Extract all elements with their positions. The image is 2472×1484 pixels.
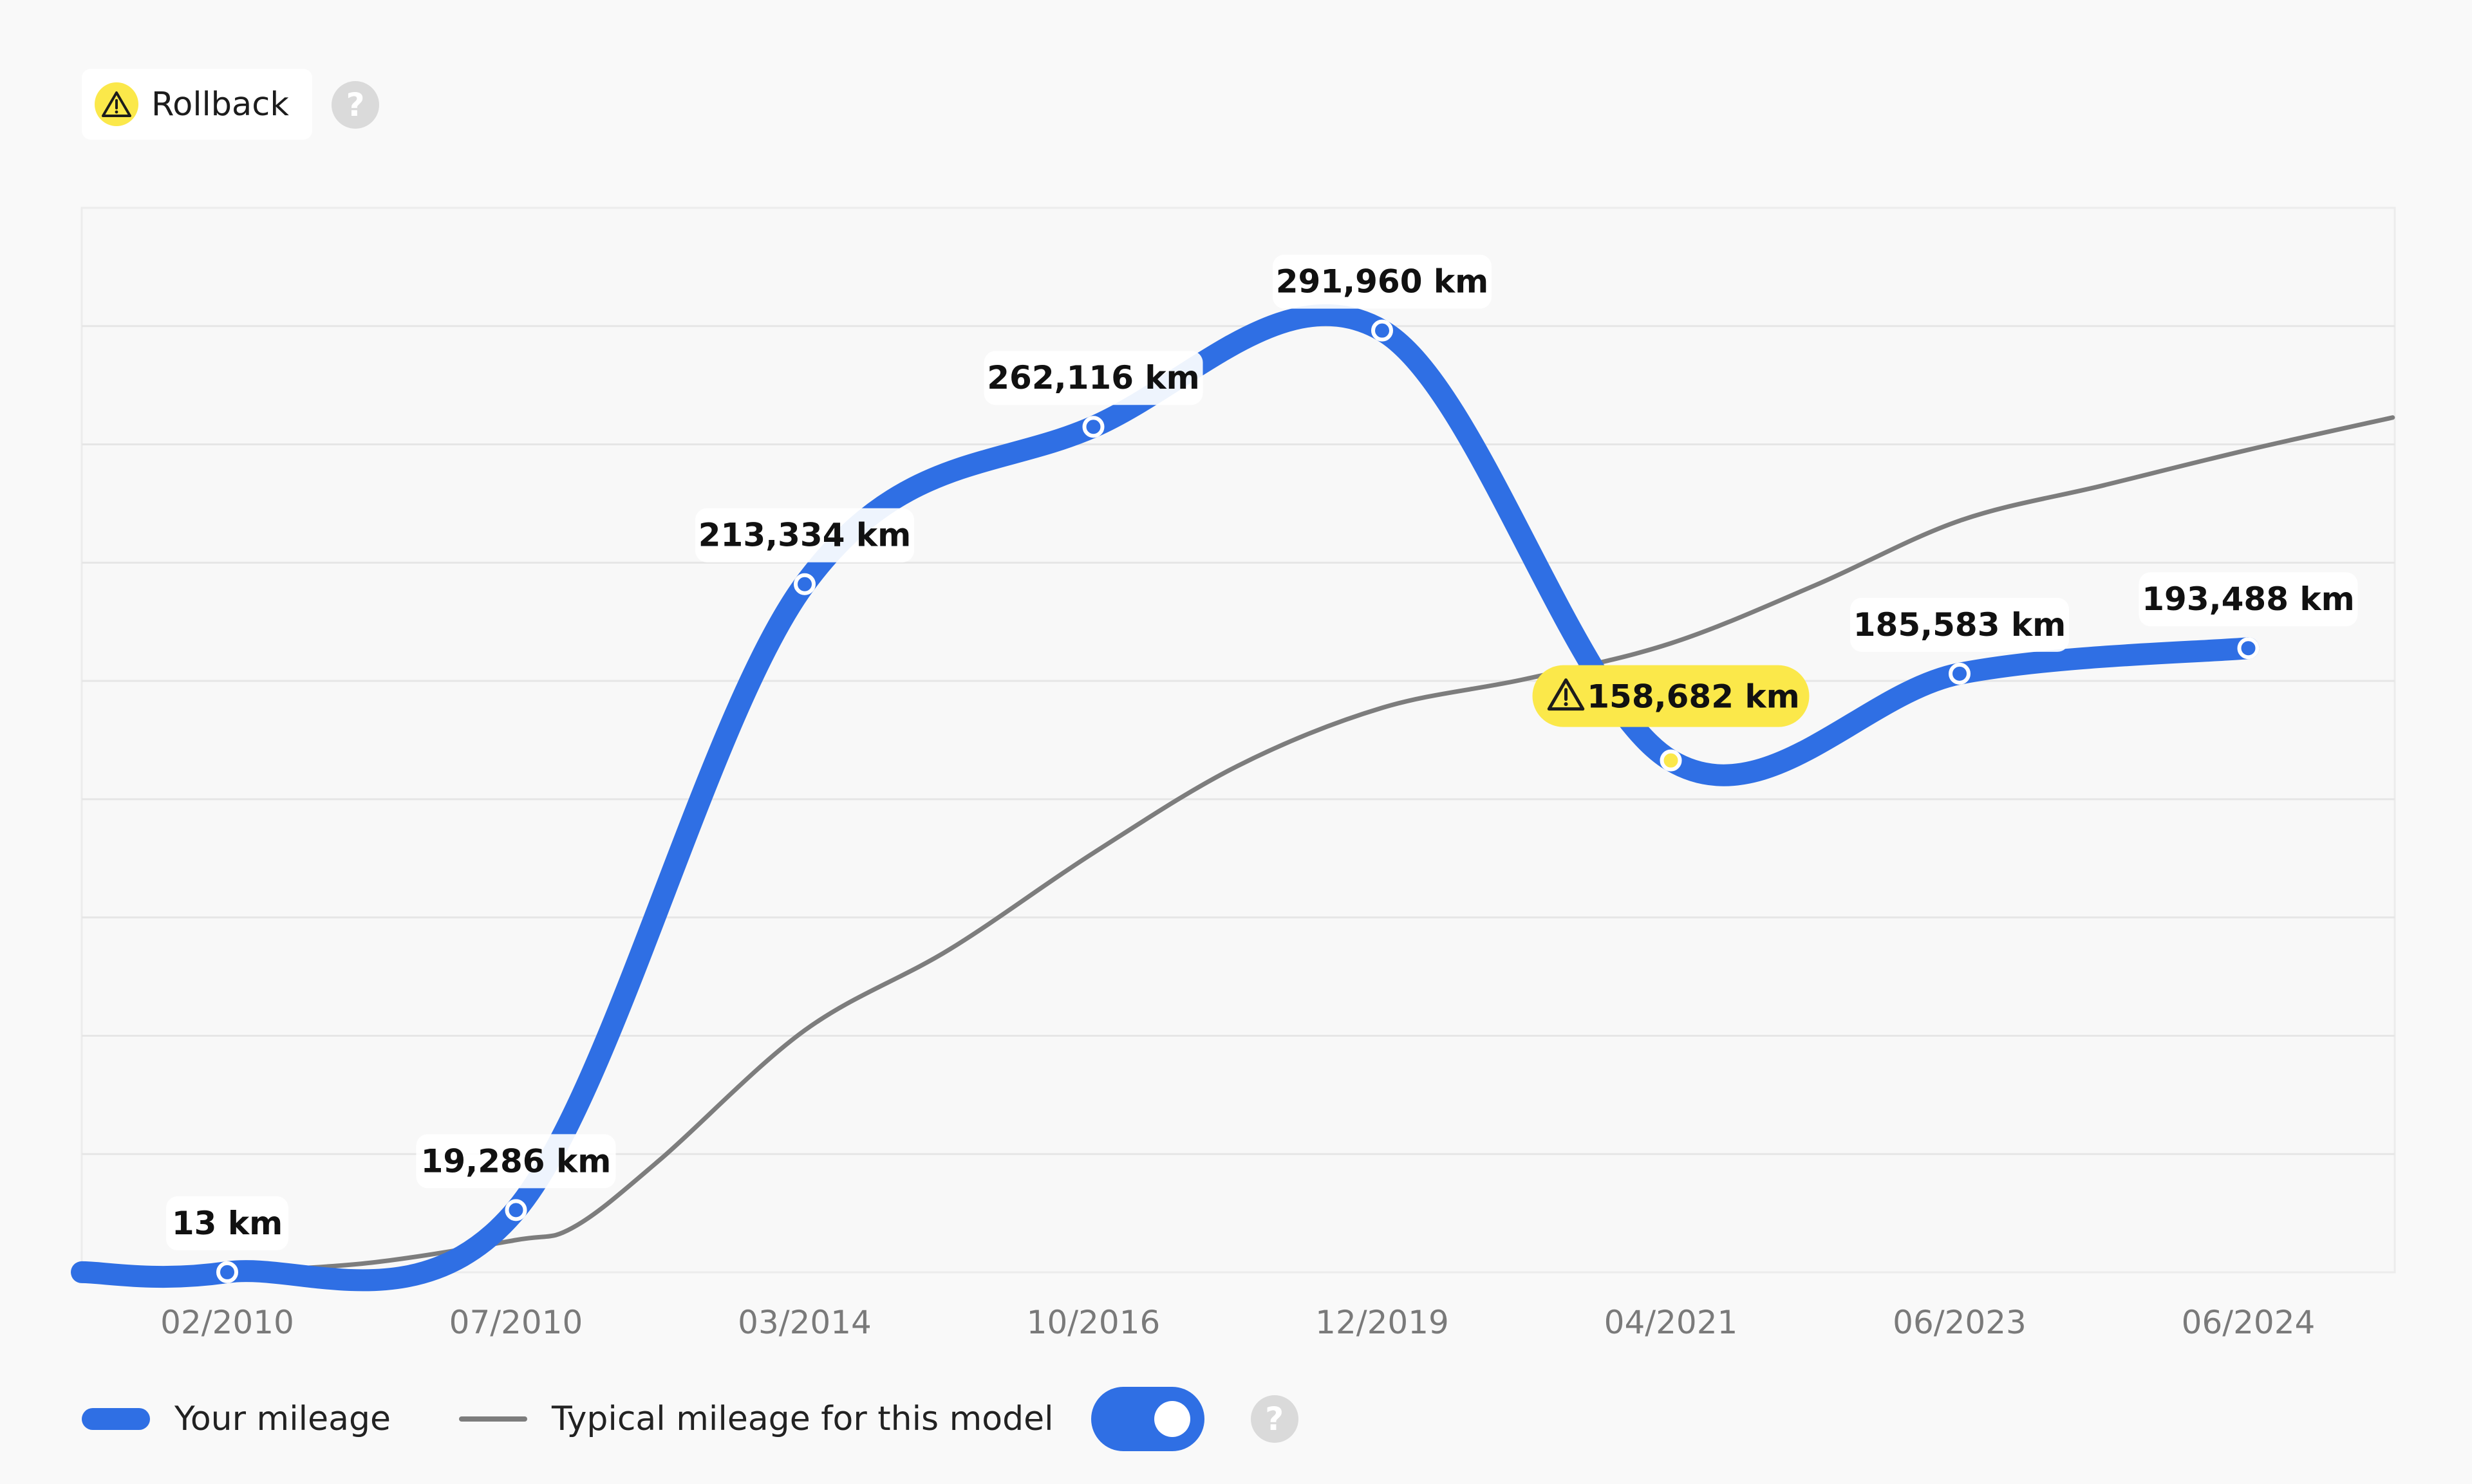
data-label: 291,960 km bbox=[1276, 263, 1489, 301]
data-label-bg bbox=[166, 1196, 288, 1250]
warning-triangle bbox=[1547, 678, 1585, 711]
x-tick-label: 06/2023 bbox=[1893, 1304, 2027, 1341]
flagged-label-bg bbox=[1532, 665, 1810, 727]
x-tick-label: 02/2010 bbox=[160, 1304, 294, 1341]
data-label: 19,286 km bbox=[421, 1142, 612, 1180]
data-label-bg bbox=[984, 351, 1203, 405]
x-tick-label: 12/2019 bbox=[1315, 1304, 1449, 1341]
data-label: 13 km bbox=[172, 1205, 283, 1242]
series-line-typical-mileage bbox=[225, 415, 2395, 1275]
rollback-badge: Rollback bbox=[82, 69, 312, 140]
legend-your-mileage: Your mileage bbox=[174, 1400, 391, 1438]
help-glyph: ? bbox=[346, 86, 365, 124]
data-label-bg bbox=[695, 508, 914, 562]
data-label-bg bbox=[1273, 254, 1492, 309]
data-point bbox=[216, 1261, 238, 1283]
value-label: 262,116 km bbox=[984, 351, 1203, 405]
help-glyph: ? bbox=[1265, 1400, 1284, 1438]
warning-dot bbox=[1564, 702, 1568, 707]
data-point bbox=[1371, 319, 1393, 342]
value-label: 213,334 km bbox=[695, 508, 914, 562]
x-tick-label: 04/2021 bbox=[1604, 1304, 1738, 1341]
flagged-value-label: 158,682 km bbox=[1532, 665, 1810, 727]
legend-typical-mileage: Typical mileage for this model bbox=[551, 1400, 1054, 1438]
data-label: 213,334 km bbox=[698, 517, 912, 554]
gridlines bbox=[82, 325, 2395, 1155]
typical-mileage-toggle[interactable] bbox=[1091, 1387, 1204, 1451]
x-tick-label: 06/2024 bbox=[2182, 1304, 2316, 1341]
data-point bbox=[2237, 637, 2260, 660]
x-tick-label: 03/2014 bbox=[738, 1304, 872, 1341]
data-point bbox=[1082, 416, 1105, 438]
data-point bbox=[1660, 749, 1682, 772]
typical-mileage-swatch bbox=[458, 1416, 527, 1422]
data-point bbox=[794, 573, 816, 595]
data-point bbox=[505, 1199, 527, 1221]
warning-icon bbox=[1547, 678, 1585, 711]
plot-area bbox=[80, 207, 2396, 1274]
data-label-bg bbox=[416, 1134, 616, 1189]
warning-icon bbox=[95, 82, 138, 126]
x-tick-label: 10/2016 bbox=[1027, 1304, 1161, 1341]
toggle-knob bbox=[1154, 1401, 1190, 1437]
x-tick-label: 07/2010 bbox=[449, 1304, 583, 1341]
data-label: 262,116 km bbox=[987, 359, 1200, 396]
data-point bbox=[1949, 662, 1971, 685]
data-label: 193,488 km bbox=[2142, 580, 2355, 618]
value-label: 13 km bbox=[166, 1196, 288, 1250]
your-mileage-swatch bbox=[82, 1408, 150, 1430]
value-label: 291,960 km bbox=[1273, 254, 1492, 309]
chart-legend: Your mileage Typical mileage for this mo… bbox=[82, 1384, 1298, 1454]
value-label: 193,488 km bbox=[2139, 572, 2358, 627]
data-label-bg bbox=[2139, 572, 2358, 627]
data-label: 185,583 km bbox=[1853, 606, 2066, 644]
rollback-label: Rollback bbox=[151, 85, 289, 124]
rollback-help-icon[interactable]: ? bbox=[332, 81, 379, 129]
toggle-help-icon[interactable]: ? bbox=[1250, 1395, 1298, 1443]
value-label: 19,286 km bbox=[416, 1134, 616, 1189]
x-axis-ticks: 02/2010 07/2010 03/2014 10/2016 12/2019 04/20… bbox=[160, 1304, 2315, 1341]
data-label: 158,682 km bbox=[1587, 678, 1800, 716]
data-label-bg bbox=[1850, 597, 2069, 652]
data-labels: 13 km 19,286 km 213,334 km 262,116 km 291,96… bbox=[166, 254, 2358, 1250]
value-label: 185,583 km bbox=[1850, 597, 2069, 652]
